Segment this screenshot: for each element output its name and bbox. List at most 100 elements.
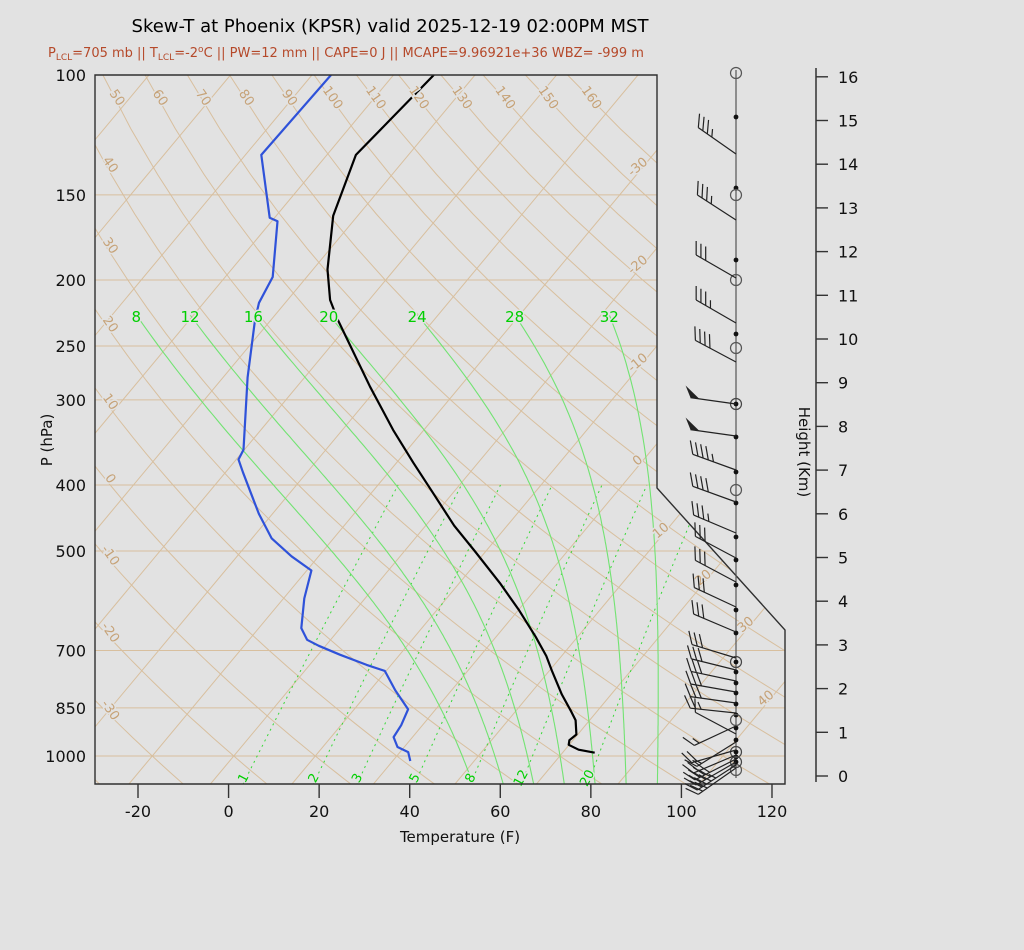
dry-adiabat-line [95, 75, 435, 784]
dry-adiabat-line [186, 75, 785, 784]
isotherm-line [95, 75, 231, 784]
wind-barb [685, 670, 737, 693]
pressure-tick-label: 200 [55, 271, 86, 290]
moist-adiabat-line [416, 314, 596, 784]
isotherm-line [95, 75, 476, 784]
pressure-tick-label: 100 [55, 66, 86, 85]
wind-barb [694, 326, 737, 363]
isotherm-line [373, 75, 785, 784]
isotherm-line [291, 75, 785, 784]
isotherm-right-label: -20 [625, 253, 651, 278]
mixing-ratio-line [414, 484, 553, 784]
staff-dot [733, 331, 739, 337]
dry-adiabat-line [313, 75, 785, 784]
dry-adiabat-line [102, 75, 785, 784]
isotherm-line [95, 75, 557, 784]
staff-dot [733, 582, 739, 588]
height-tick-label: 3 [838, 636, 848, 655]
staff-circled-dot [729, 397, 743, 411]
staff-dot [733, 607, 739, 613]
height-tick-label: 16 [838, 68, 858, 87]
temperature-tick-label: 80 [581, 802, 601, 821]
temperature-tick-label: 0 [223, 802, 233, 821]
wind-barb [686, 645, 737, 671]
wind-barb [694, 522, 737, 559]
height-tick-label: 11 [838, 286, 858, 305]
moist-adiabat-line [608, 314, 659, 784]
wind-barb [694, 546, 737, 583]
pressure-tick-label: 700 [55, 642, 86, 661]
height-tick-label: 8 [838, 417, 848, 436]
moist-adiabat-label: 8 [131, 308, 141, 326]
isotherm-line [536, 75, 785, 784]
temperature-tick-label: 40 [400, 802, 420, 821]
dry-adiabat-line [95, 75, 268, 784]
height-tick-label: 0 [838, 767, 848, 786]
dry-adiabat-left-label: 10 [99, 391, 121, 413]
dry-adiabat-line [95, 75, 771, 784]
staff-dot [733, 557, 739, 563]
dry-adiabat-line [95, 75, 184, 784]
dry-adiabat-line [440, 75, 785, 784]
height-tick-label: 6 [838, 505, 848, 524]
staff-circled-dot [729, 655, 743, 669]
isotherm-line [699, 75, 785, 784]
dry-adiabat-top-label: 80 [235, 87, 257, 109]
dry-adiabat-top-label: 150 [535, 84, 562, 113]
dry-adiabat-top-label: 60 [149, 87, 171, 109]
temperature-tick-label: -20 [125, 802, 151, 821]
staff-circle [729, 713, 743, 727]
moist-adiabat-label: 32 [600, 308, 619, 326]
x-axis-title: Temperature (F) [399, 828, 520, 846]
dry-adiabat-top-label: 70 [192, 87, 214, 109]
dry-adiabat-line [95, 75, 352, 784]
staff-circled-dot [733, 659, 739, 665]
wind-barb [691, 501, 737, 534]
chart-subtitle: PLCL​=705 mb || TLCL​=-2o​C || PW=12 mm … [48, 45, 644, 63]
staff-circle [729, 483, 743, 497]
height-axis-title: Height (Km) [795, 407, 813, 498]
moist-adiabat-label: 28 [505, 308, 524, 326]
staff-circle [729, 341, 743, 355]
moist-adiabat-label: 20 [319, 308, 338, 326]
background-grid [0, 75, 785, 784]
moist-adiabat-line [135, 314, 474, 784]
wind-barb [694, 698, 737, 735]
staff-dot [733, 257, 739, 263]
dry-adiabat-line [398, 75, 785, 784]
wind-barb [692, 573, 737, 608]
dry-adiabat-left-label: 30 [99, 235, 121, 257]
y-axis-title: P (hPa) [38, 414, 56, 467]
wind-barb [683, 761, 737, 786]
plot-border [94, 74, 786, 785]
height-tick-label: 4 [838, 592, 848, 611]
dry-adiabat-left-label: 20 [99, 314, 121, 336]
staff-circle [729, 763, 743, 777]
dry-adiabat-top-label: 50 [106, 87, 128, 109]
wind-barb [689, 440, 737, 471]
wind-barb [695, 286, 737, 324]
dry-adiabat-line [95, 75, 519, 784]
dry-adiabat-top-label: 140 [492, 84, 519, 113]
moist-adiabat-line [514, 314, 627, 784]
moist-and-mixing-lines [135, 314, 707, 784]
wind-barb-column [681, 66, 743, 795]
moist-adiabat-label: 24 [408, 308, 427, 326]
staff-dot [733, 669, 739, 675]
dry-adiabat-line [95, 75, 687, 784]
isotherm-right-label: -30 [625, 155, 651, 180]
sounding-curves [237, 75, 595, 762]
mixing-ratio-label: 20 [577, 768, 598, 790]
wind-barb [681, 749, 737, 764]
staff-circle [729, 273, 743, 287]
moist-adiabat-line [189, 314, 504, 784]
dry-adiabat-line [144, 75, 785, 784]
isotherm-line [210, 75, 785, 784]
inline-isopleth-labels: 50 60 70 80 90 100 110 120 130 140 150 160-30-20-10… [96, 82, 779, 791]
isotherm-right-label: 0 [630, 453, 646, 470]
isotherm-line [454, 75, 785, 784]
isotherm-line [0, 75, 67, 784]
